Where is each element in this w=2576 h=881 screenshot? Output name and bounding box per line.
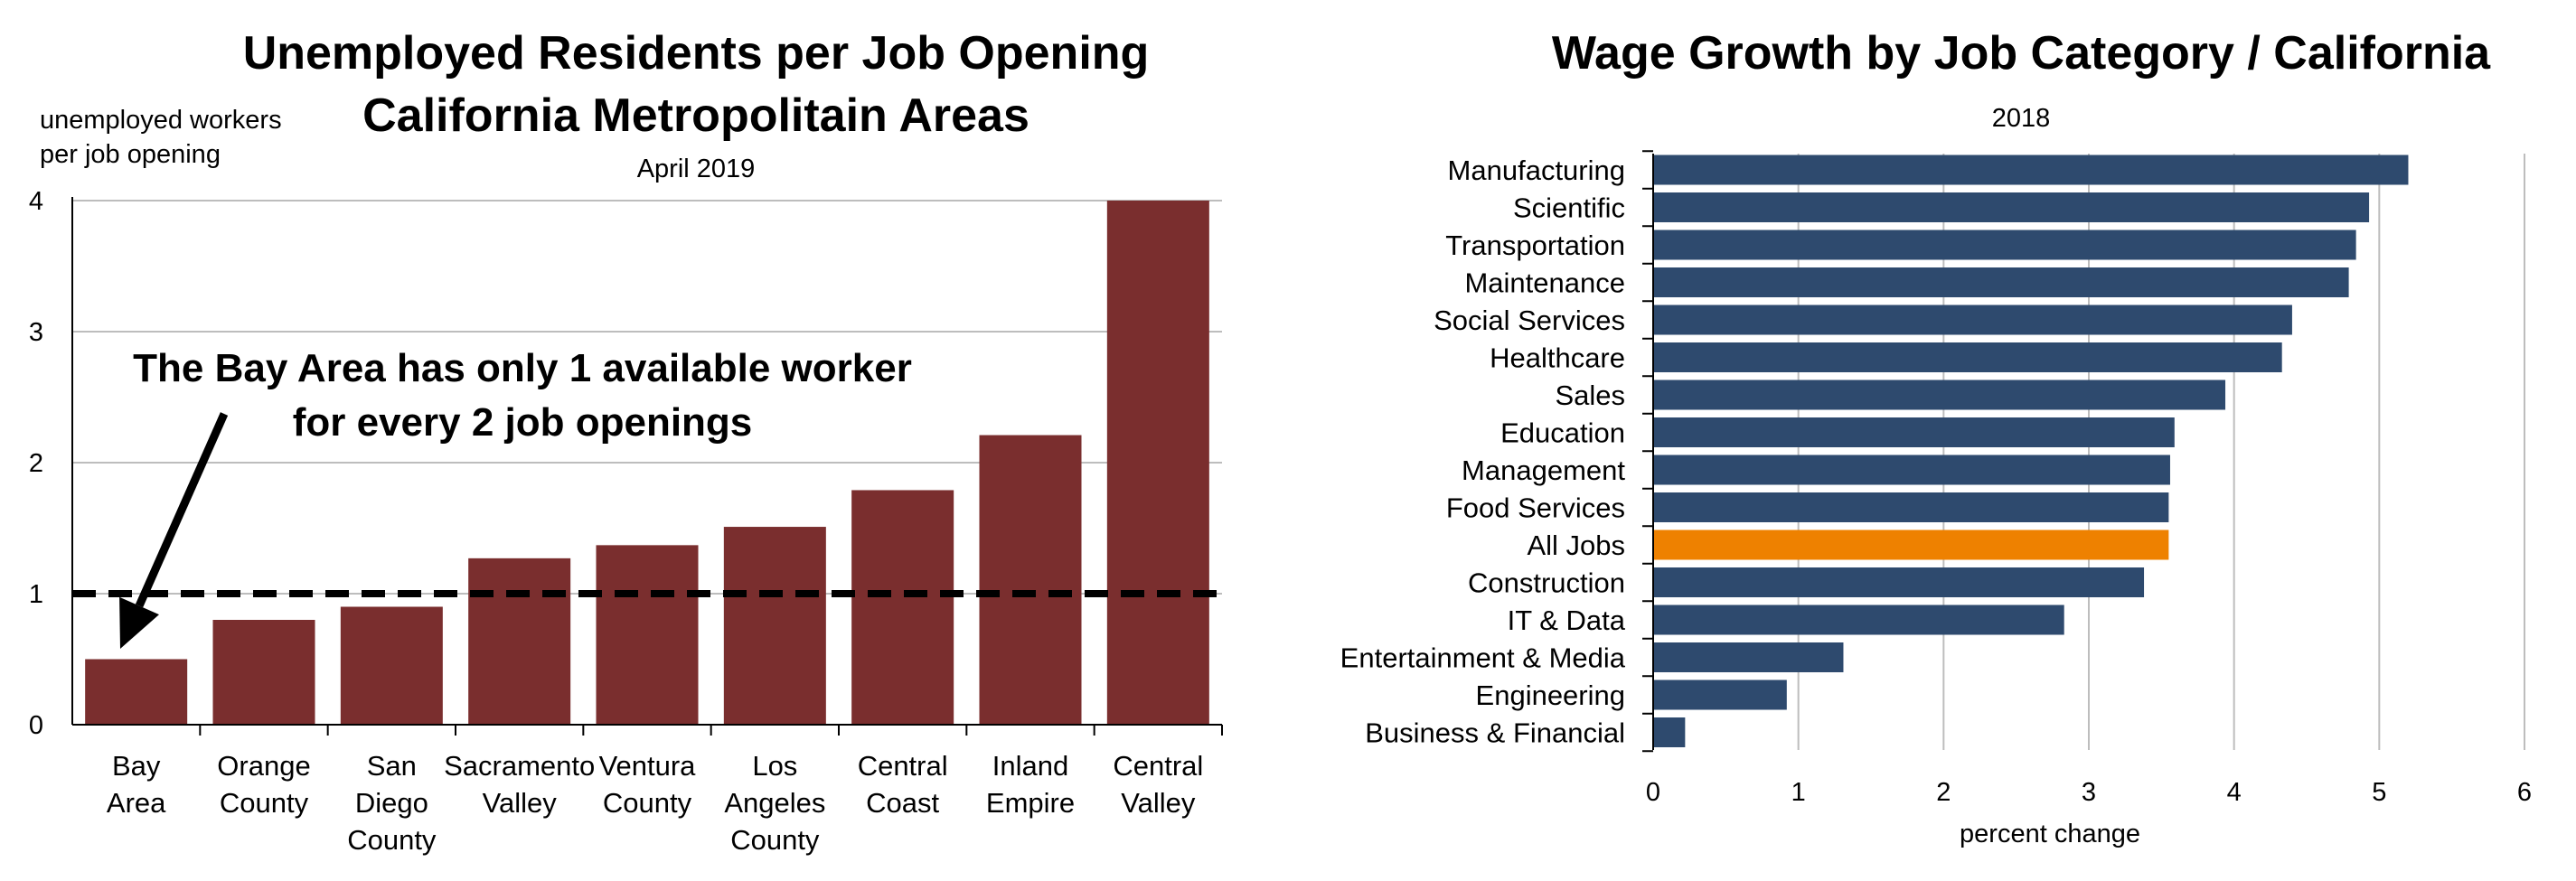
left-category-label: San — [367, 750, 417, 782]
left-category-label: Area — [107, 787, 166, 819]
left-category-label: Los — [752, 750, 797, 782]
left-category-label: Empire — [986, 787, 1075, 819]
right-category-label: Scientific — [1513, 192, 1625, 224]
left-y-axis-label: unemployed workers — [40, 106, 282, 135]
right-bar — [1654, 342, 2282, 372]
left-category-label: Central — [858, 750, 948, 782]
left-bar — [340, 606, 443, 725]
left-y-tick-label: 3 — [29, 318, 43, 347]
left-category-label: County — [603, 787, 692, 819]
right-category-label: Sales — [1555, 380, 1625, 411]
left-bar — [1106, 201, 1209, 725]
right-x-tick-label: 2 — [1936, 778, 1951, 807]
right-bar — [1654, 230, 2356, 260]
right-category-label: Transportation — [1445, 230, 1625, 261]
left-y-tick-label: 2 — [29, 449, 43, 478]
right-chart-title: Wage Growth by Job Category / California — [1552, 27, 2491, 80]
left-y-axis-label: per job opening — [40, 140, 221, 169]
left-category-label: Sacramento — [444, 750, 595, 782]
right-category-label: Entertainment & Media — [1340, 642, 1626, 674]
right-bar — [1654, 305, 2292, 335]
right-category-label: Healthcare — [1490, 342, 1625, 374]
right-x-tick-label: 4 — [2227, 778, 2242, 807]
right-bar — [1654, 492, 2169, 522]
right-bar — [1654, 567, 2145, 597]
left-bar — [979, 435, 1082, 725]
right-category-label: Maintenance — [1464, 267, 1625, 299]
annotation-arrow — [135, 412, 229, 608]
right-bar — [1654, 679, 1787, 710]
right-bar — [1654, 717, 1686, 747]
annotation-arrowhead — [119, 596, 159, 649]
left-y-tick-label: 0 — [29, 711, 43, 740]
left-bar — [723, 527, 826, 725]
left-y-tick-label: 4 — [29, 187, 43, 216]
left-category-label: County — [347, 824, 437, 856]
right-bar — [1654, 605, 2064, 635]
right-category-label: Business & Financial — [1365, 717, 1625, 749]
right-bar — [1654, 192, 2370, 222]
left-chart-title: Unemployed Residents per Job Opening — [243, 27, 1150, 80]
left-bar — [596, 545, 699, 725]
left-category-label: Valley — [1121, 787, 1196, 819]
left-category-label: Central — [1113, 750, 1203, 782]
right-category-label: Engineering — [1476, 679, 1625, 711]
left-category-label: Angeles — [724, 787, 825, 819]
left-bar — [851, 490, 954, 725]
left-category-label: County — [220, 787, 309, 819]
right-chart-subtitle: 2018 — [1992, 104, 2051, 133]
left-bar — [85, 659, 188, 725]
right-x-tick-label: 1 — [1791, 778, 1806, 807]
right-x-tick-label: 6 — [2517, 778, 2532, 807]
left-category-label: Orange — [217, 750, 310, 782]
right-category-label: Social Services — [1434, 305, 1625, 336]
right-category-label: Construction — [1468, 567, 1625, 599]
left-bar — [468, 558, 571, 725]
right-x-tick-label: 5 — [2372, 778, 2386, 807]
right-category-label: IT & Data — [1508, 605, 1626, 636]
annotation-text: The Bay Area has only 1 available worker — [133, 346, 912, 390]
right-category-label: All Jobs — [1527, 530, 1625, 561]
left-category-label: Diego — [355, 787, 428, 819]
right-category-label: Food Services — [1446, 492, 1625, 524]
left-category-label: Inland — [992, 750, 1068, 782]
right-category-label: Education — [1500, 417, 1625, 449]
left-chart-subtitle: April 2019 — [637, 155, 756, 183]
left-category-label: Bay — [112, 750, 161, 782]
left-category-label: Coast — [866, 787, 939, 819]
right-bar — [1654, 155, 2409, 185]
right-bar — [1654, 642, 1844, 672]
left-category-label: Ventura — [599, 750, 697, 782]
right-x-tick-label: 0 — [1646, 778, 1660, 807]
right-bar — [1654, 380, 2226, 410]
right-category-label: Management — [1462, 455, 1625, 486]
right-x-tick-label: 3 — [2082, 778, 2096, 807]
right-category-label: Manufacturing — [1448, 155, 1625, 186]
right-bar — [1654, 417, 2175, 447]
annotation-text: for every 2 job openings — [293, 400, 753, 445]
left-y-tick-label: 1 — [29, 580, 43, 609]
right-bar — [1654, 267, 2349, 297]
right-bar — [1654, 455, 2170, 485]
left-bar — [212, 620, 315, 725]
right-bar-highlight — [1654, 530, 2169, 560]
left-chart-title: California Metropolitain Areas — [362, 89, 1029, 142]
right-x-axis-label: percent change — [1960, 820, 2140, 848]
left-category-label: County — [730, 824, 820, 856]
left-category-label: Valley — [483, 787, 558, 819]
